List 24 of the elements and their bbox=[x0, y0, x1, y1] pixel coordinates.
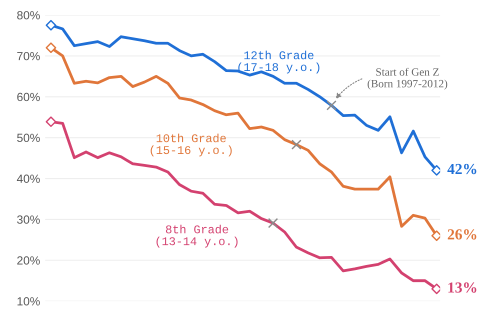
series-label: 8th Grade (13-14 y.o.) bbox=[156, 224, 238, 248]
y-tick-label: 80% bbox=[17, 11, 40, 20]
point bbox=[431, 230, 440, 242]
y-tick-label: 10% bbox=[18, 297, 40, 306]
point bbox=[268, 218, 278, 228]
point bbox=[431, 284, 440, 294]
data-label: 26% bbox=[448, 229, 476, 240]
point bbox=[46, 116, 56, 128]
data-label: 13% bbox=[448, 282, 476, 293]
series-label: 10th Grade (15-16 y.o.) bbox=[150, 134, 232, 156]
annotation: Start of Gen Z (Born 1997-2012) bbox=[368, 68, 448, 90]
point bbox=[46, 20, 56, 31]
y-tick-label: 50% bbox=[17, 134, 40, 142]
point bbox=[291, 140, 302, 150]
y-tick-label: 70% bbox=[17, 52, 40, 60]
y-tick-label: 60% bbox=[17, 92, 40, 102]
y-tick-label: 30% bbox=[17, 215, 40, 224]
data-label: 42% bbox=[447, 164, 476, 174]
point bbox=[326, 100, 337, 110]
series-label: 12th Grade (17-18 y.o.) bbox=[238, 50, 320, 74]
point bbox=[431, 165, 440, 176]
y-tick-label: 20% bbox=[17, 256, 40, 265]
point bbox=[46, 42, 56, 54]
y-tick-label: 40% bbox=[16, 174, 40, 183]
